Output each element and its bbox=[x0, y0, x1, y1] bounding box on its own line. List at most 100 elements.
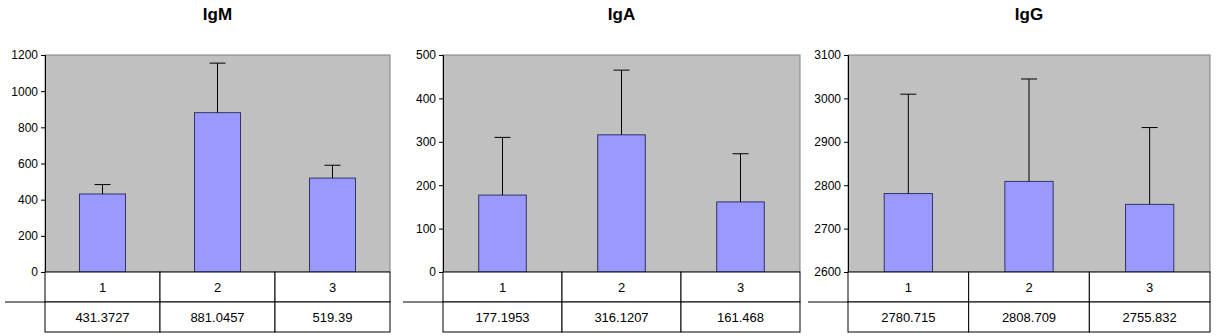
bar bbox=[598, 135, 646, 272]
category-label: 3 bbox=[1146, 280, 1153, 295]
error-bar-cap bbox=[95, 184, 111, 185]
y-tick-mark bbox=[41, 127, 45, 128]
table-rule bbox=[5, 302, 45, 303]
value-label: 2755.832 bbox=[1123, 310, 1177, 325]
value-label: 881.0457 bbox=[190, 310, 244, 325]
y-tick: 300 bbox=[416, 135, 443, 149]
y-tick: 400 bbox=[18, 193, 45, 207]
y-tick-mark bbox=[439, 272, 443, 273]
table-cell bbox=[45, 272, 160, 302]
error-bar-stem bbox=[102, 185, 103, 194]
y-axis-line bbox=[41, 56, 46, 273]
y-tick-mark bbox=[844, 55, 848, 56]
y-tick: 2900 bbox=[814, 135, 848, 149]
y-tick-label: 2800 bbox=[814, 179, 841, 193]
y-axis-line bbox=[439, 56, 444, 273]
value-label: 431.3727 bbox=[75, 310, 129, 325]
y-tick-label: 3000 bbox=[814, 92, 841, 106]
marks bbox=[884, 79, 1174, 272]
y-tick-label: 500 bbox=[416, 48, 436, 62]
category-label: 3 bbox=[737, 280, 744, 295]
y-tick-label: 2700 bbox=[814, 222, 841, 236]
y-tick-mark bbox=[439, 185, 443, 186]
category-label: 2 bbox=[618, 280, 625, 295]
category-label: 2 bbox=[1025, 280, 1032, 295]
table-cell bbox=[969, 272, 1090, 302]
value-label: 519.39 bbox=[313, 310, 353, 325]
y-tick-mark bbox=[844, 272, 848, 273]
data-table: 12780.71522808.70932755.832 bbox=[808, 272, 1210, 332]
y-tick: 2700 bbox=[814, 222, 848, 236]
y-tick: 1200 bbox=[11, 48, 45, 62]
error-bar bbox=[95, 185, 111, 194]
category-label: 2 bbox=[214, 280, 221, 295]
y-tick: 100 bbox=[416, 222, 443, 236]
y-tick-label: 2600 bbox=[814, 265, 841, 279]
plot-background bbox=[45, 55, 390, 272]
y-tick-mark bbox=[844, 98, 848, 99]
value-label: 316.1207 bbox=[594, 310, 648, 325]
error-bar-stem bbox=[740, 154, 741, 202]
table-cell bbox=[562, 302, 681, 332]
error-bar bbox=[325, 165, 341, 178]
y-tick: 800 bbox=[18, 121, 45, 135]
plot-background bbox=[443, 55, 800, 272]
y-axis: 020040060080010001200 bbox=[11, 48, 45, 279]
y-tick-label: 600 bbox=[18, 157, 38, 171]
bar bbox=[195, 113, 241, 272]
y-tick-label: 100 bbox=[416, 222, 436, 236]
y-tick: 0 bbox=[429, 265, 443, 279]
y-tick: 200 bbox=[416, 179, 443, 193]
y-axis: 0100200300400500 bbox=[416, 48, 444, 279]
error-bar-cap bbox=[900, 94, 916, 95]
bar bbox=[717, 202, 765, 272]
bar bbox=[80, 194, 126, 272]
y-tick: 1000 bbox=[11, 85, 45, 99]
error-bar-stem bbox=[621, 70, 622, 135]
y-tick-label: 0 bbox=[31, 265, 38, 279]
error-bar bbox=[614, 70, 630, 135]
y-tick-label: 300 bbox=[416, 135, 436, 149]
y-tick-label: 3100 bbox=[814, 48, 841, 62]
marks bbox=[80, 63, 356, 272]
chart-title: IgG bbox=[1015, 5, 1043, 24]
table-cell bbox=[160, 302, 275, 332]
bar bbox=[310, 178, 356, 272]
error-bar-stem bbox=[502, 137, 503, 195]
table-rule bbox=[808, 302, 848, 303]
marks bbox=[479, 70, 765, 272]
error-bar-stem bbox=[908, 94, 909, 193]
y-tick-mark bbox=[844, 185, 848, 186]
y-tick-mark bbox=[439, 229, 443, 230]
y-tick-label: 0 bbox=[429, 265, 436, 279]
y-tick: 500 bbox=[416, 48, 443, 62]
y-tick: 2600 bbox=[814, 265, 848, 279]
y-tick-mark bbox=[41, 91, 45, 92]
plot-background bbox=[848, 55, 1210, 272]
table-cell bbox=[562, 272, 681, 302]
chart-title: IgM bbox=[203, 5, 232, 24]
value-label: 2808.709 bbox=[1002, 310, 1056, 325]
y-tick: 0 bbox=[31, 265, 45, 279]
error-bar-cap bbox=[614, 70, 630, 71]
data-table: 1177.19532316.12073161.468 bbox=[403, 272, 800, 332]
value-label: 161.468 bbox=[717, 310, 764, 325]
error-bar bbox=[900, 94, 916, 193]
y-tick-label: 2900 bbox=[814, 135, 841, 149]
error-bar-cap bbox=[210, 63, 226, 64]
panel: IgM0200400600800100012001431.37272881.04… bbox=[5, 5, 390, 332]
bar bbox=[1126, 204, 1174, 272]
y-tick-mark bbox=[41, 164, 45, 165]
table-cell bbox=[848, 302, 969, 332]
y-tick: 3000 bbox=[814, 92, 848, 106]
error-bar bbox=[210, 63, 226, 113]
y-tick: 3100 bbox=[814, 48, 848, 62]
table-cell bbox=[443, 272, 562, 302]
panel: IgG26002700280029003000310012780.7152280… bbox=[808, 5, 1210, 332]
table-cell bbox=[1089, 272, 1210, 302]
panel: IgA01002003004005001177.19532316.1207316… bbox=[403, 5, 800, 332]
error-bar-stem bbox=[1029, 79, 1030, 181]
table-cell bbox=[969, 302, 1090, 332]
y-tick-label: 400 bbox=[18, 193, 38, 207]
data-table: 1431.37272881.04573519.39 bbox=[5, 272, 390, 332]
